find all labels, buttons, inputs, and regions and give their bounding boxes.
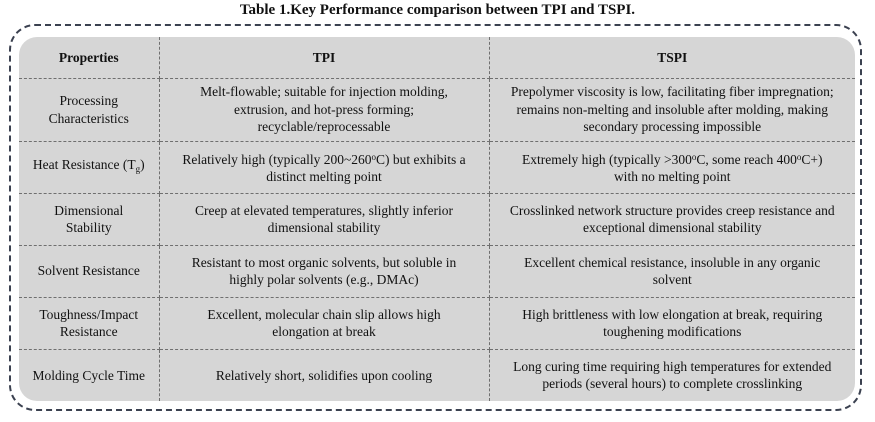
- header-tpi: TPI: [158, 37, 490, 79]
- tspi-cell: Long curing time requiring high temperat…: [488, 348, 855, 401]
- dashed-frame: [9, 24, 862, 411]
- degree-sup: o: [796, 151, 802, 162]
- property-subscript: g: [135, 163, 141, 174]
- header-row: Properties TPI TSPI: [19, 37, 855, 79]
- tpi-cell: Excellent, molecular chain slip allows h…: [158, 296, 490, 350]
- property-cell: Toughness/Impact Resistance: [19, 296, 160, 350]
- tspi-cell: Extremely high (typically >300oC, some r…: [488, 140, 855, 194]
- tpi-cell: Relatively high (typically 200~260oC) bu…: [158, 140, 490, 194]
- property-cell: Heat Resistance (Tg): [19, 140, 160, 194]
- tspi-text: Extremely high (typically >300: [521, 151, 692, 167]
- header-properties: Properties: [19, 37, 160, 79]
- table-row: Molding Cycle Time Relatively short, sol…: [19, 348, 855, 401]
- table-caption: Table 1.Key Performance comparison betwe…: [239, 2, 636, 18]
- comparison-table-panel: Properties TPI TSPI Processing Character…: [19, 37, 855, 401]
- tpi-text: Relatively high (typically 200~260: [182, 151, 372, 167]
- property-cell: Dimensional Stability: [19, 192, 160, 246]
- header-tspi: TSPI: [488, 37, 855, 79]
- property-cell: Solvent Resistance: [19, 244, 160, 298]
- property-cell: Processing Characteristics: [19, 77, 160, 142]
- degree-sup: o: [371, 151, 377, 162]
- tspi-cell: Crosslinked network structure provides c…: [488, 192, 855, 246]
- tspi-text: C, some reach 400: [696, 151, 797, 167]
- tspi-cell: High brittleness with low elongation at …: [488, 296, 855, 350]
- tspi-text: C+) with no melting point: [613, 151, 823, 185]
- property-text: Heat Resistance (T: [32, 156, 136, 172]
- tpi-cell: Creep at elevated temperatures, slightly…: [158, 192, 490, 246]
- table-row: Solvent Resistance Resistant to most org…: [19, 244, 855, 298]
- tpi-cell: Resistant to most organic solvents, but …: [158, 244, 490, 298]
- property-suffix: ): [140, 156, 145, 172]
- comparison-table: Properties TPI TSPI Processing Character…: [19, 37, 855, 401]
- degree-sup: o: [691, 151, 697, 162]
- tpi-text: C) but exhibits a distinct melting point: [266, 151, 466, 185]
- table-row: Toughness/Impact Resistance Excellent, m…: [19, 296, 855, 350]
- property-cell: Molding Cycle Time: [19, 348, 160, 401]
- tpi-cell: Melt-flowable; suitable for injection mo…: [158, 77, 490, 142]
- tpi-cell: Relatively short, solidifies upon coolin…: [158, 348, 490, 401]
- tspi-cell: Prepolymer viscosity is low, facilitatin…: [488, 77, 855, 142]
- table-row: Dimensional Stability Creep at elevated …: [19, 192, 855, 246]
- tspi-cell: Excellent chemical resistance, insoluble…: [488, 244, 855, 298]
- table-row: Processing Characteristics Melt-flowable…: [19, 77, 855, 142]
- table-row: Heat Resistance (Tg) Relatively high (ty…: [19, 140, 855, 194]
